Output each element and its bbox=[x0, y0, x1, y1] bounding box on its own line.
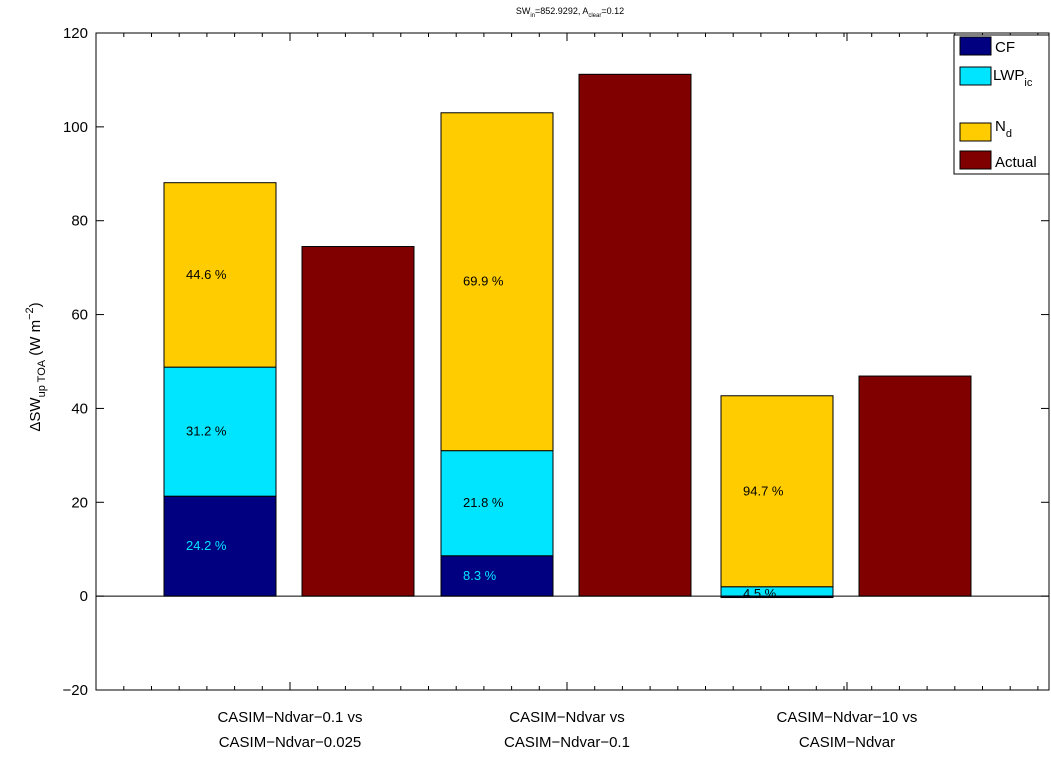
y-tick-label: −20 bbox=[63, 682, 88, 699]
segment-label-cf-group-2: 8.3 % bbox=[463, 568, 497, 583]
y-tick-label: 120 bbox=[63, 25, 88, 42]
segment-label-nd-group-3: 94.7 % bbox=[743, 483, 784, 498]
y-tick-label: 80 bbox=[71, 213, 88, 230]
x-category-label-line1: CASIM−Ndvar vs bbox=[509, 709, 624, 726]
segment-label-nd-group-1: 44.6 % bbox=[186, 267, 227, 282]
y-tick-label: 20 bbox=[71, 494, 88, 511]
legend-swatch-cf bbox=[959, 36, 992, 56]
x-category-label-line2: CASIM−Ndvar−0.025 bbox=[219, 734, 362, 751]
bar-actual-group-1 bbox=[301, 246, 415, 597]
legend-swatch-actual bbox=[959, 150, 992, 170]
plot-frame bbox=[95, 32, 1050, 691]
legend-swatch-lwp bbox=[959, 66, 992, 86]
bar-nd-group-1 bbox=[163, 182, 277, 368]
segment-labels-layer: 24.2 % 31.2 % 44.6 % 8.3 % 21.8 % 69.9 % 4.5 %… bbox=[186, 267, 784, 601]
legend-label-nd: Nd bbox=[995, 118, 1012, 140]
x-category-label-line1: CASIM−Ndvar−10 vs bbox=[777, 709, 918, 726]
x-category-label-line2: CASIM−Ndvar−0.1 bbox=[504, 734, 630, 751]
segment-label-lwp-group-3: 4.5 % bbox=[743, 586, 777, 601]
x-category-label-line1: CASIM−Ndvar−0.1 vs bbox=[217, 709, 362, 726]
x-ticks-layer: CASIM−Ndvar−0.1 vs CASIM−Ndvar−0.025 CASIM… bbox=[123, 33, 1039, 751]
legend-label-cf: CF bbox=[995, 39, 1015, 56]
bar-lwp-group-1 bbox=[163, 366, 277, 497]
axes-layer bbox=[95, 32, 1050, 691]
bar-nd-group-3 bbox=[720, 395, 834, 588]
legend-label-actual: Actual bbox=[995, 154, 1037, 171]
y-ticks-layer: −20 0 20 40 60 80 100 120 bbox=[63, 25, 1049, 699]
bar-cf-group-1 bbox=[163, 495, 277, 597]
segment-label-lwp-group-2: 21.8 % bbox=[463, 495, 504, 510]
y-tick-label: 100 bbox=[63, 119, 88, 136]
segment-label-cf-group-1: 24.2 % bbox=[186, 538, 227, 553]
legend: CF LWPic Nd Actual bbox=[953, 34, 1050, 175]
chart-title: SWin=852.9292, Aclear=0.12 bbox=[516, 6, 624, 19]
bar-actual-group-3 bbox=[858, 375, 972, 597]
y-tick-label: 40 bbox=[71, 400, 88, 417]
bar-lwp-group-2 bbox=[440, 450, 554, 557]
legend-swatch-nd bbox=[959, 122, 992, 142]
x-category-label-line2: CASIM−Ndvar bbox=[799, 734, 895, 751]
bars-layer bbox=[163, 73, 972, 599]
y-tick-label: 0 bbox=[80, 588, 88, 605]
segment-label-lwp-group-1: 31.2 % bbox=[186, 424, 227, 439]
y-axis-label: ΔSWup TOA (W m−2) bbox=[24, 302, 48, 431]
legend-label-lwp: LWPic bbox=[993, 67, 1033, 89]
bar-actual-group-2 bbox=[578, 73, 692, 597]
y-tick-label: 60 bbox=[71, 307, 88, 324]
bar-nd-group-2 bbox=[440, 112, 554, 452]
bar-lwp-group-3 bbox=[720, 586, 834, 597]
segment-label-nd-group-2: 69.9 % bbox=[463, 274, 504, 289]
bar-cf-group-2 bbox=[440, 555, 554, 597]
